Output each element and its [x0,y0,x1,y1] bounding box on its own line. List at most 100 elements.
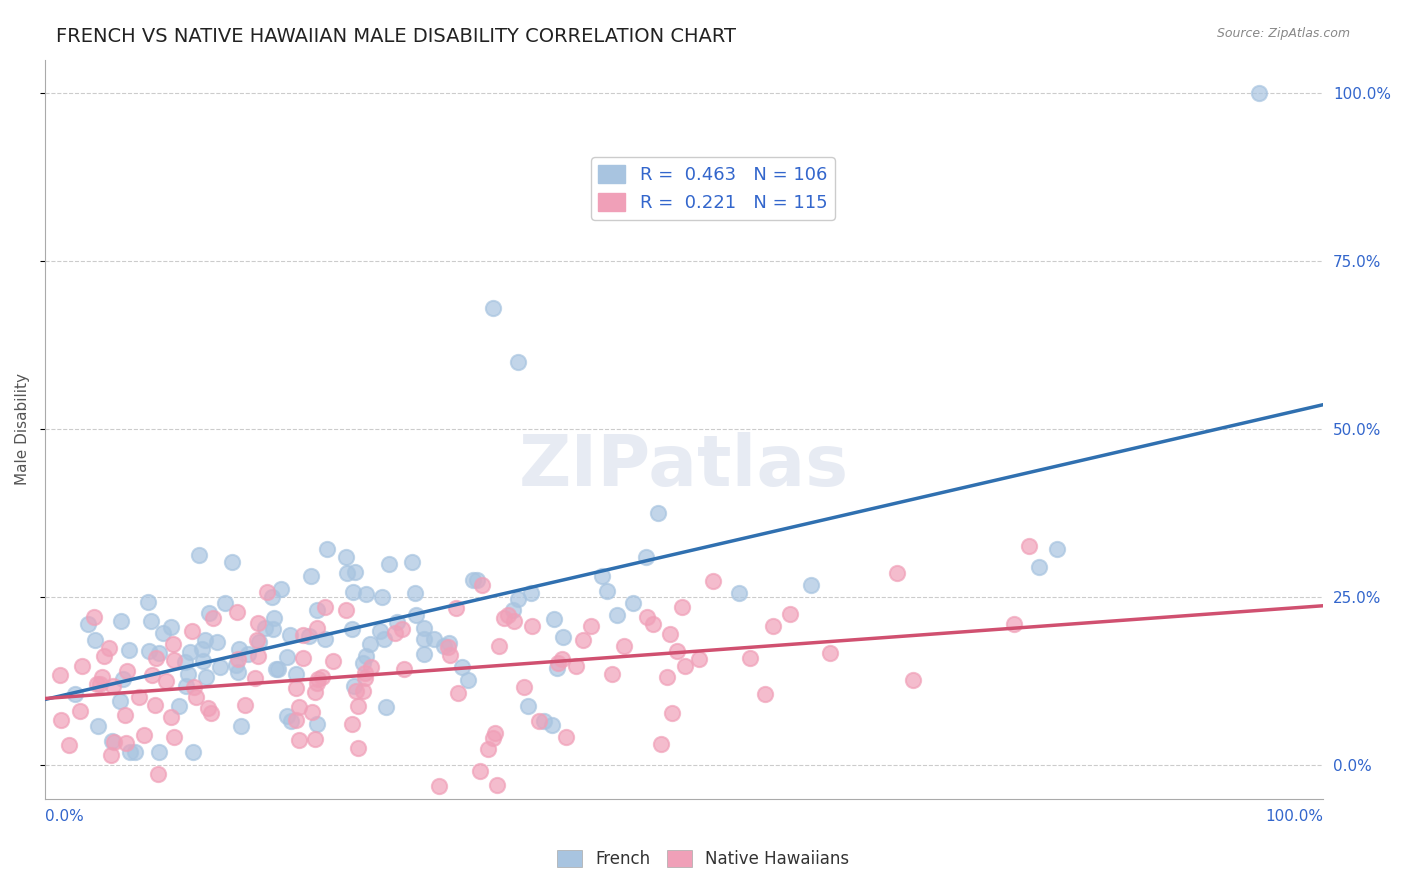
Point [554,730,576,744]
Point [115,736,138,750]
Point [353,671,375,685]
Point [1046,541,1069,556]
Point [138,644,160,658]
Point [513,680,536,694]
Point [159,620,181,634]
Point [423,632,446,646]
Point [335,550,357,565]
Point [284,666,307,681]
Point [228,641,250,656]
Point [183,680,205,694]
Point [392,662,415,676]
Point [520,619,543,633]
Point [451,660,474,674]
Point [118,745,141,759]
Point [194,632,217,647]
Point [262,622,284,636]
Point [529,714,551,728]
Point [280,714,302,728]
Point [174,679,197,693]
Point [621,596,644,610]
Point [108,694,131,708]
Point [236,648,259,662]
Point [197,701,219,715]
Point [661,706,683,721]
Point [671,599,693,614]
Point [97,641,120,656]
Point [595,584,617,599]
Point [243,671,266,685]
Point [471,578,494,592]
Point [148,646,170,660]
Point [1002,617,1025,632]
Point [132,728,155,742]
Point [276,709,298,723]
Point [305,675,328,690]
Point [551,652,574,666]
Point [181,745,204,759]
Point [263,611,285,625]
Point [315,541,337,556]
Y-axis label: Male Disability: Male Disability [15,374,30,485]
Point [754,687,776,701]
Point [198,606,221,620]
Point [229,719,252,733]
Point [347,741,370,756]
Point [477,741,499,756]
Point [342,585,364,599]
Point [49,668,72,682]
Point [262,590,284,604]
Point [226,665,249,679]
Point [465,573,488,587]
Point [201,610,224,624]
Point [520,586,543,600]
Point [551,630,574,644]
Point [76,616,98,631]
Point [636,610,658,624]
Point [508,355,530,369]
Point [547,657,569,671]
Point [543,612,565,626]
Point [482,731,505,746]
Point [344,684,367,698]
Point [285,713,308,727]
Point [673,659,696,673]
Point [488,639,510,653]
Point [93,649,115,664]
Point [901,673,924,688]
Point [647,506,669,520]
Point [253,621,276,635]
Text: Source: ZipAtlas.com: Source: ZipAtlas.com [1216,27,1350,40]
Point [177,667,200,681]
Point [481,301,503,316]
Point [322,655,344,669]
Point [205,635,228,649]
Point [470,764,492,779]
Point [405,608,427,623]
Point [145,650,167,665]
Point [666,643,689,657]
Point [401,554,423,568]
Point [101,679,124,693]
Point [439,636,461,650]
Point [641,617,664,632]
Point [353,666,375,681]
Point [84,632,107,647]
Point [413,647,436,661]
Point [89,677,111,691]
Point [439,648,461,662]
Text: 0.0%: 0.0% [45,809,84,824]
Point [167,698,190,713]
Point [738,651,761,665]
Point [188,548,211,562]
Point [360,660,382,674]
Point [385,615,408,629]
Point [146,767,169,781]
Point [228,652,250,666]
Point [634,549,657,564]
Point [256,585,278,599]
Point [314,600,336,615]
Point [347,699,370,714]
Point [799,578,821,592]
Point [541,718,564,732]
